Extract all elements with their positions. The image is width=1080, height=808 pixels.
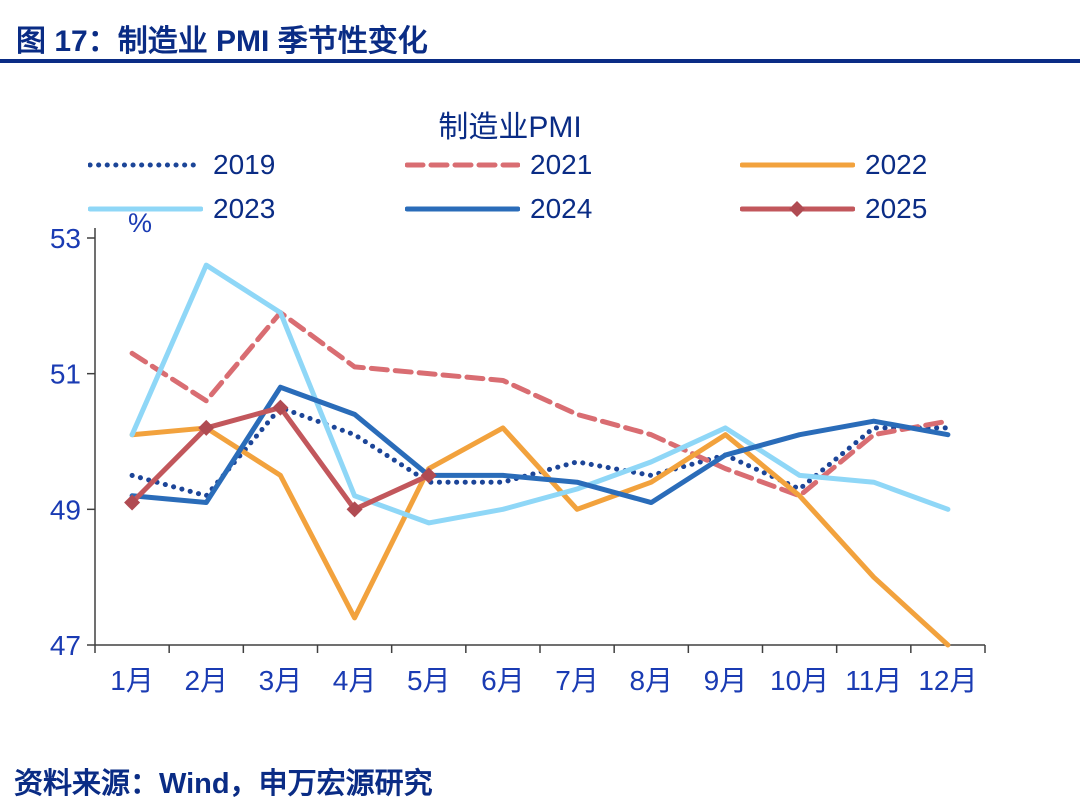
- legend-swatch-2019: [88, 162, 203, 168]
- series-marker-2025: [420, 467, 437, 484]
- y-axis-tick-label: 53: [50, 223, 81, 254]
- x-axis-tick-label: 7月: [555, 665, 599, 696]
- x-axis-tick-label: 2月: [184, 665, 228, 696]
- legend-label-2023: 2023: [213, 193, 276, 224]
- pmi-line-chart: 53 51 49 47% 1月 2月 3月 4月 5月 6月 7月 8月 9月 10月 11月 12月: [50, 208, 986, 696]
- legend-label-2019: 2019: [213, 149, 276, 180]
- legend-item-2024: 2024: [405, 193, 740, 224]
- series-line-2019: [129, 405, 951, 499]
- x-axis-tick-label: 8月: [629, 665, 673, 696]
- chart-legend: 2019 2021 2022 2023 2024 2025: [88, 149, 990, 224]
- legend-label-2025: 2025: [865, 193, 928, 224]
- series-marker-2025: [272, 399, 289, 416]
- legend-label-2021: 2021: [530, 149, 593, 180]
- legend-swatch-2024: [405, 206, 520, 212]
- series-line-2024: [129, 384, 951, 506]
- x-axis-tick-label: 4月: [333, 665, 377, 696]
- x-axis-tick-label: 12月: [918, 665, 977, 696]
- series-line-2021: [129, 310, 951, 499]
- legend-item-2021: 2021: [405, 149, 740, 180]
- legend-swatch-2022: [740, 162, 855, 168]
- x-axis-tick-label: 11月: [845, 665, 902, 696]
- x-axis-tick-label: 5月: [407, 665, 451, 696]
- legend-swatch-2021: [405, 162, 520, 168]
- x-axis-tick-label: 6月: [481, 665, 525, 696]
- y-axis-unit-label: %: [128, 208, 152, 238]
- legend-label-2022: 2022: [865, 149, 928, 180]
- series-line-2023: [129, 262, 951, 526]
- source-note: 资料来源：Wind，申万宏源研究: [14, 768, 433, 800]
- x-axis-tick-label: 3月: [259, 665, 303, 696]
- legend-item-2023: 2023: [88, 193, 405, 224]
- legend-swatch-2025: [740, 201, 855, 217]
- y-axis-tick-label: 49: [50, 494, 81, 525]
- chart-title: 制造业PMI: [438, 111, 582, 144]
- series-line-2022: [129, 425, 951, 648]
- legend-marker-2025: [789, 201, 805, 217]
- figure-title: 图 17：制造业 PMI 季节性变化: [16, 25, 428, 58]
- legend-item-2025: 2025: [740, 193, 990, 224]
- x-axis-tick-label: 10月: [770, 665, 829, 696]
- header-divider: [0, 59, 1080, 63]
- x-axis-tick-label: 9月: [704, 665, 748, 696]
- series-marker-2025: [346, 501, 363, 518]
- legend-item-2022: 2022: [740, 149, 990, 180]
- series-marker-2025: [198, 419, 215, 436]
- x-axis-tick-label: 1月: [110, 665, 154, 696]
- y-axis-tick-label: 47: [50, 630, 81, 661]
- y-axis-tick-label: 51: [50, 359, 81, 390]
- legend-swatch-2023: [88, 206, 203, 212]
- legend-label-2024: 2024: [530, 193, 593, 224]
- series-line-2025: [129, 405, 432, 512]
- legend-item-2019: 2019: [88, 149, 405, 180]
- series-marker-2025: [124, 494, 141, 511]
